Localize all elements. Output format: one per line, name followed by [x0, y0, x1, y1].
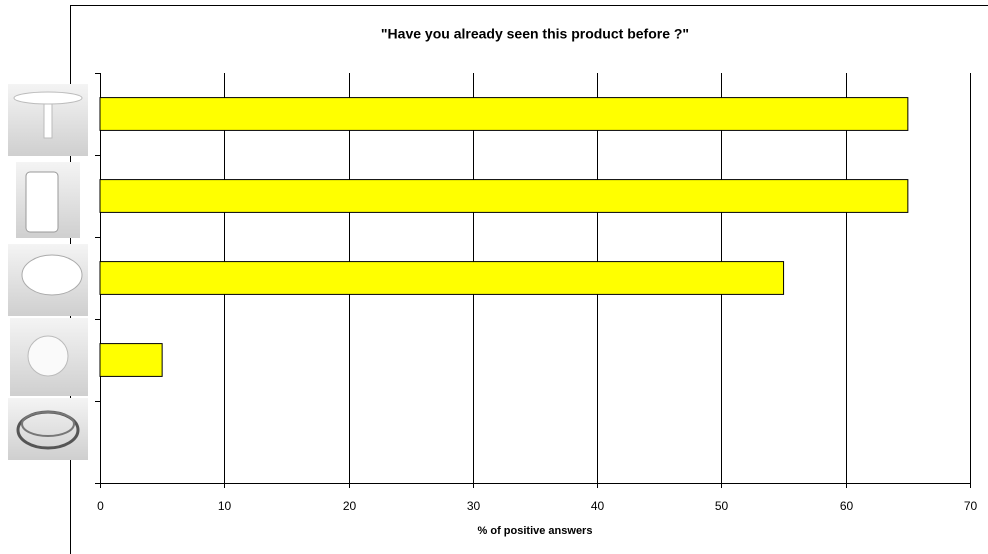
x-tick-label: 0	[97, 499, 104, 513]
table-top	[13, 91, 83, 105]
x-tick-label: 70	[964, 499, 978, 513]
x-tick-label: 60	[840, 499, 854, 513]
jug	[25, 171, 59, 233]
table-leg	[43, 103, 53, 139]
bar	[99, 343, 163, 377]
flower-dish	[27, 335, 69, 377]
cup	[21, 254, 83, 296]
chart-title: "Have you already seen this product befo…	[381, 26, 689, 42]
product-images	[8, 84, 88, 460]
bar	[99, 261, 785, 295]
x-tick-label: 40	[591, 499, 605, 513]
x-tick-label: 10	[218, 499, 232, 513]
basket-ring	[21, 411, 75, 437]
bar	[99, 179, 909, 213]
x-tick-label: 30	[467, 499, 481, 513]
bar	[99, 97, 909, 131]
x-tick-label: 50	[715, 499, 729, 513]
product-image	[8, 398, 88, 460]
x-axis-label: % of positive answers	[478, 525, 593, 537]
x-tick-label: 20	[343, 499, 357, 513]
